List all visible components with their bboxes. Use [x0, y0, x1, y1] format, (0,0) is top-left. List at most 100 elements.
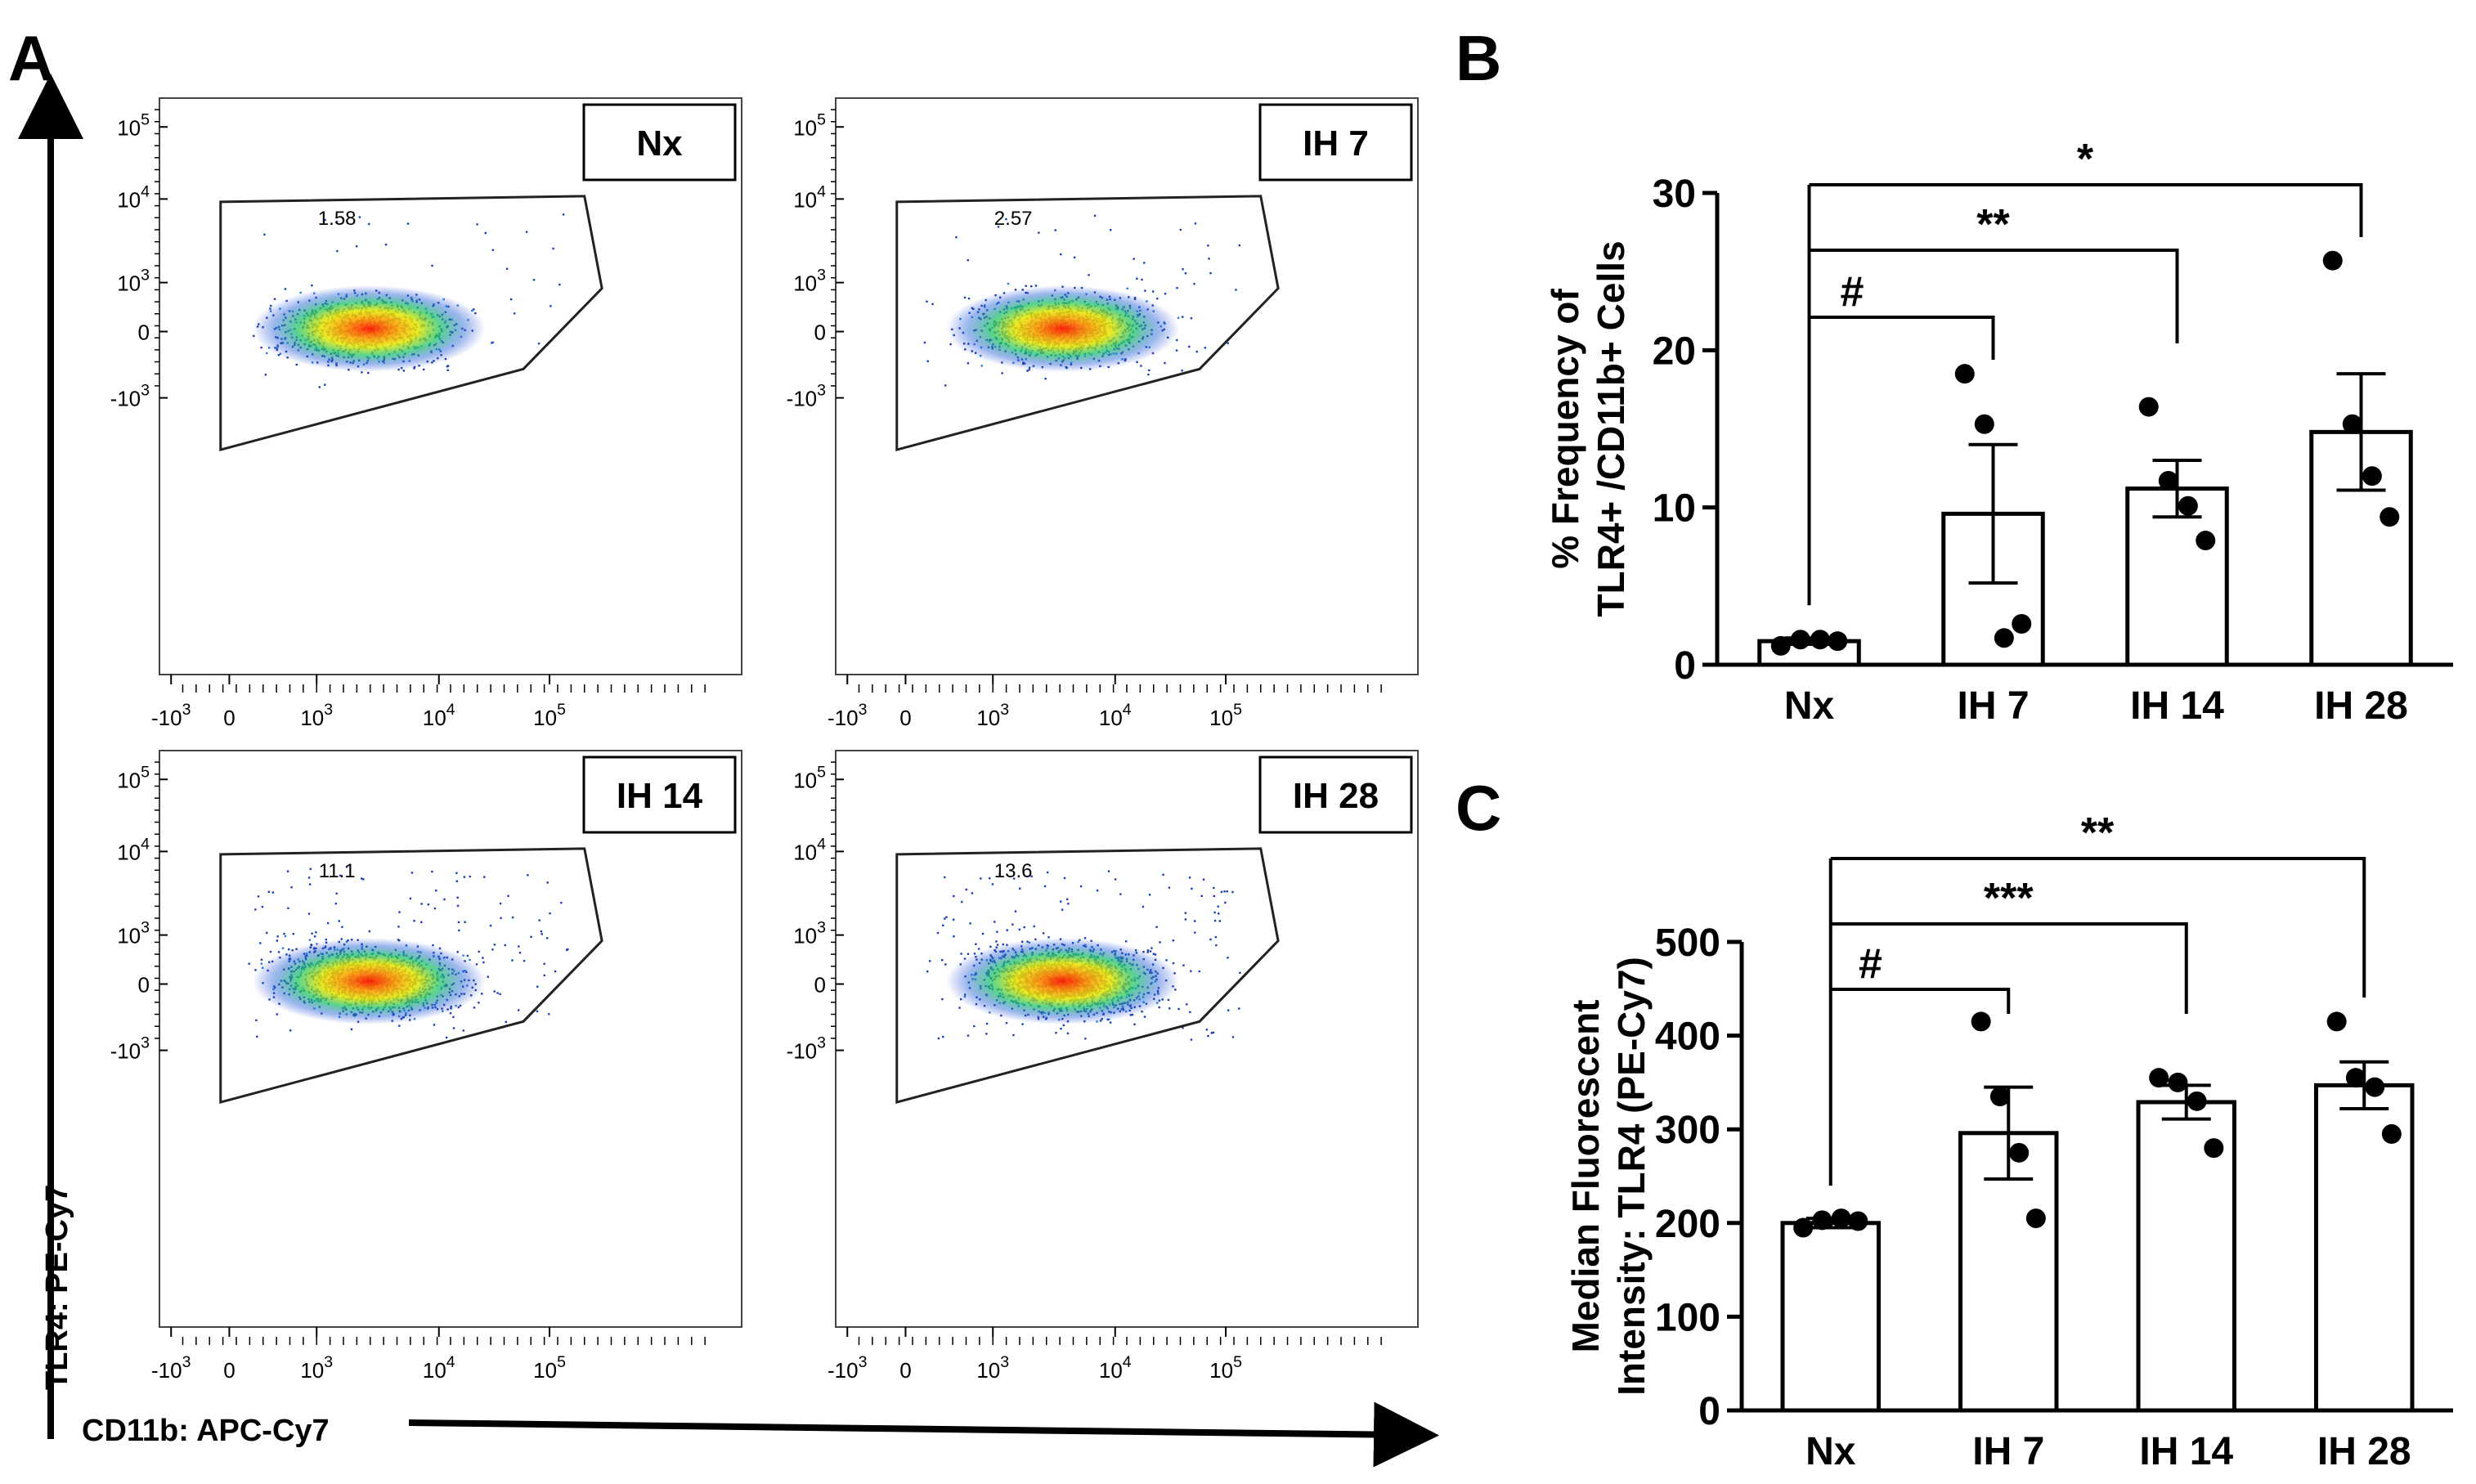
- flow-event-dot: [1164, 293, 1167, 295]
- flow-x-tick-label: 0: [899, 1358, 911, 1383]
- flow-event-dot: [562, 213, 565, 216]
- flow-event-dot: [489, 924, 492, 927]
- flow-event-dot: [1018, 928, 1021, 931]
- flow-event-dot: [455, 872, 458, 874]
- flow-event-dot: [284, 935, 287, 938]
- flow-x-tick-label: 105: [1209, 1353, 1242, 1383]
- flow-event-dot: [518, 1009, 520, 1011]
- flow-event-dot: [1136, 277, 1138, 280]
- flow-event-dot: [1088, 274, 1090, 276]
- flow-event-dot: [422, 368, 425, 371]
- flow-event-dot: [1151, 290, 1155, 293]
- flow-event-dot: [549, 305, 552, 307]
- flow-event-dot: [487, 975, 489, 978]
- flow-event-dot: [518, 945, 520, 948]
- flow-y-tick-label: 104: [793, 835, 826, 864]
- flow-event-dot: [499, 993, 501, 996]
- flow-y-tick-label: 0: [138, 321, 150, 345]
- flow-event-dot: [543, 974, 546, 977]
- flow-event-dot: [541, 933, 543, 935]
- flow-event-dot: [402, 370, 406, 372]
- flow-event-dot: [259, 942, 262, 944]
- flow-y-tick-label: -103: [110, 382, 150, 411]
- flow-event-dot: [545, 937, 549, 939]
- flow-gate-polygon: [219, 847, 603, 1105]
- flow-x-tick-label: -103: [828, 1353, 867, 1383]
- flow-event-dot: [406, 222, 410, 225]
- flow-event-dot: [410, 872, 414, 874]
- flow-event-dot: [325, 938, 328, 941]
- flow-event-dot: [1179, 228, 1182, 231]
- flow-event-dot: [311, 284, 313, 287]
- flow-event-dot: [543, 962, 545, 966]
- flow-event-dot: [1209, 271, 1212, 275]
- flow-event-dot: [313, 935, 316, 938]
- flow-plot-frame: [835, 97, 1419, 675]
- flow-event-dot: [981, 932, 985, 935]
- flow-x-tick-label: 103: [976, 701, 1009, 730]
- flow-event-dot: [261, 905, 264, 908]
- flow-event-dot: [431, 870, 433, 873]
- flow-event-dot: [368, 930, 371, 933]
- flow-event-dot: [525, 231, 528, 233]
- flow-event-dot: [540, 930, 543, 933]
- flow-event-dot: [1026, 370, 1029, 372]
- flow-plot-label-box: [1258, 103, 1413, 182]
- flow-event-dot: [367, 371, 370, 374]
- flow-event-dot: [1038, 231, 1040, 234]
- flow-event-dot: [1190, 317, 1193, 320]
- flow-event-dot: [260, 346, 262, 349]
- flow-event-dot: [481, 993, 483, 995]
- flow-event-dot: [276, 1013, 278, 1015]
- flow-event-dot: [996, 944, 999, 946]
- flow-event-dot: [358, 216, 361, 218]
- flow-event-dot: [478, 950, 480, 953]
- flow-plot-label: Nx: [636, 123, 683, 164]
- flow-x-tick-label: 104: [423, 1353, 455, 1383]
- flow-event-dot: [944, 384, 947, 387]
- flow-event-dot: [536, 1010, 539, 1013]
- flow-density-core: [252, 938, 486, 1024]
- flow-event-dot: [996, 930, 998, 933]
- flow-event-dot: [355, 245, 358, 248]
- flow-event-dot: [273, 298, 276, 301]
- flow-event-dot: [511, 916, 514, 919]
- flow-event-dot: [341, 926, 343, 928]
- flow-event-dot: [446, 365, 450, 367]
- flow-event-dot: [1176, 286, 1178, 289]
- flow-event-dot: [455, 880, 459, 882]
- flow-event-dot: [253, 334, 255, 338]
- flow-event-dot: [548, 1013, 550, 1015]
- flow-event-dot: [456, 904, 460, 908]
- flow-event-dot: [1193, 283, 1195, 285]
- flow-event-dot: [505, 1020, 508, 1024]
- flow-event-dot: [530, 935, 532, 939]
- flow-event-dot: [277, 951, 280, 953]
- flow-event-dot: [264, 374, 267, 376]
- flow-event-dot: [334, 902, 338, 905]
- flow-event-dot: [1007, 282, 1010, 285]
- flow-y-tick-label: 103: [793, 267, 826, 296]
- flow-event-dot: [484, 231, 487, 235]
- flow-x-tick-label: 105: [533, 701, 566, 730]
- flow-event-dot: [549, 912, 551, 915]
- flow-plot-frame: [159, 750, 742, 1328]
- flow-event-dot: [309, 868, 312, 871]
- flow-gate-value: 1.58: [318, 208, 357, 230]
- flow-event-dot: [287, 907, 289, 910]
- flow-event-dot: [311, 932, 313, 935]
- flow-event-dot: [1054, 229, 1056, 231]
- flow-event-dot: [1194, 222, 1197, 225]
- flow-event-dot: [1025, 285, 1027, 287]
- flow-event-dot: [427, 903, 430, 906]
- flow-x-tick-label: 0: [223, 1358, 235, 1383]
- flow-event-dot: [537, 342, 541, 345]
- flow-event-dot: [1147, 373, 1150, 376]
- flow-event-dot: [464, 921, 466, 923]
- flow-event-dot: [1208, 258, 1210, 260]
- flow-density-core: [252, 285, 486, 372]
- flow-gate-polygon: [895, 195, 1280, 452]
